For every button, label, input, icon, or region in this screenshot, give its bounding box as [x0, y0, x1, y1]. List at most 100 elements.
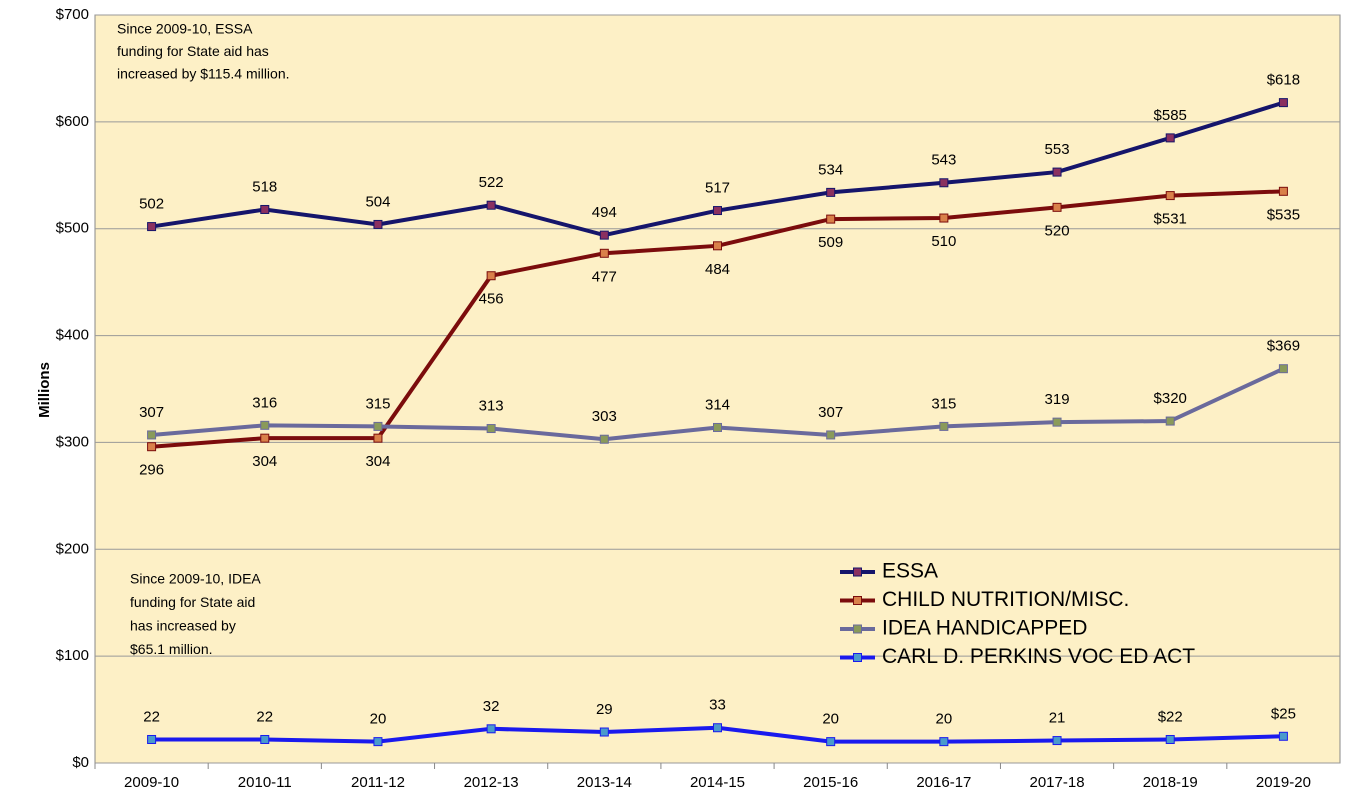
legend-marker	[853, 653, 862, 662]
marker	[373, 219, 383, 229]
data-label: 316	[252, 394, 277, 411]
marker	[713, 723, 722, 733]
data-label: 477	[592, 268, 617, 285]
legend-label: ESSA	[882, 560, 938, 583]
marker	[713, 206, 722, 216]
data-label: 315	[365, 395, 390, 412]
data-label: 520	[1045, 222, 1070, 239]
data-label: 20	[936, 711, 953, 728]
data-label: $531	[1154, 211, 1187, 228]
marker	[939, 213, 949, 223]
y-tick-label: $300	[56, 433, 89, 450]
marker	[1165, 133, 1175, 143]
data-label: 534	[818, 161, 843, 178]
marker	[1052, 202, 1062, 212]
marker	[826, 737, 836, 747]
annotation: has increased by	[130, 618, 236, 634]
x-tick-label: 2015-16	[803, 774, 858, 791]
y-tick-label: $400	[56, 327, 89, 344]
marker	[939, 421, 949, 431]
x-tick-label: 2012-13	[464, 774, 519, 791]
data-label: 543	[931, 152, 956, 169]
legend-label: CHILD NUTRITION/MISC.	[882, 588, 1129, 611]
data-label: 517	[705, 180, 730, 197]
marker	[599, 248, 609, 258]
marker	[1165, 416, 1175, 426]
marker	[1278, 98, 1288, 108]
marker	[260, 734, 270, 744]
marker	[713, 241, 722, 251]
marker	[260, 204, 270, 214]
marker	[147, 442, 157, 452]
data-label: 314	[705, 396, 730, 413]
y-tick-label: $500	[56, 220, 89, 237]
x-tick-label: 2013-14	[577, 774, 632, 791]
marker	[713, 422, 722, 432]
data-label: $25	[1271, 705, 1296, 722]
data-label: $22	[1158, 708, 1183, 725]
y-tick-label: $100	[56, 647, 89, 664]
y-axis-label: Millions	[36, 362, 53, 418]
data-label: 510	[931, 233, 956, 250]
data-label: 307	[818, 404, 843, 421]
marker	[260, 433, 270, 443]
data-label: 509	[818, 234, 843, 251]
data-label: 307	[139, 404, 164, 421]
marker	[147, 734, 157, 744]
x-tick-label: 2011-12	[351, 774, 405, 791]
annotation: increased by $115.4 million.	[117, 66, 290, 82]
marker	[939, 178, 949, 188]
x-tick-label: 2019-20	[1256, 774, 1311, 791]
legend-marker	[853, 596, 862, 605]
legend-marker	[853, 567, 862, 577]
marker	[826, 187, 836, 197]
data-label: 33	[709, 697, 726, 714]
data-label: 32	[483, 698, 500, 715]
legend-marker	[853, 624, 862, 634]
marker	[939, 737, 949, 747]
data-label: 494	[592, 204, 617, 221]
data-label: 504	[365, 193, 390, 210]
marker	[373, 433, 383, 443]
marker	[599, 434, 609, 444]
data-label: 20	[370, 711, 387, 728]
data-label: 20	[822, 711, 839, 728]
marker	[486, 271, 496, 281]
marker	[1278, 731, 1288, 741]
marker	[599, 230, 609, 240]
data-label: 304	[365, 453, 390, 470]
data-label: $585	[1154, 107, 1187, 124]
x-tick-label: 2016-17	[916, 774, 971, 791]
legend-label: IDEA HANDICAPPED	[882, 617, 1087, 640]
data-label: 502	[139, 196, 164, 213]
x-tick-label: 2014-15	[690, 774, 745, 791]
marker	[1052, 167, 1062, 177]
data-label: 22	[256, 708, 273, 725]
data-label: 518	[252, 178, 277, 195]
marker	[260, 420, 270, 430]
marker	[373, 421, 383, 431]
marker	[486, 724, 496, 734]
marker	[1278, 364, 1288, 374]
data-label: 553	[1045, 141, 1070, 158]
data-label: 296	[139, 462, 164, 479]
x-tick-label: 2018-19	[1143, 774, 1198, 791]
x-tick-label: 2009-10	[124, 774, 179, 791]
data-label: 522	[479, 174, 504, 191]
data-label: 21	[1049, 710, 1066, 727]
y-tick-label: $0	[72, 754, 89, 771]
marker	[826, 214, 836, 224]
data-label: 313	[479, 398, 504, 415]
annotation: funding for State aid	[130, 594, 255, 610]
data-label: 29	[596, 701, 613, 718]
marker	[1052, 417, 1062, 427]
annotation: funding for State aid has	[117, 43, 269, 59]
x-tick-label: 2017-18	[1030, 774, 1085, 791]
y-tick-label: $700	[56, 6, 89, 23]
data-label: 484	[705, 261, 730, 278]
y-tick-label: $600	[56, 113, 89, 130]
data-label: 22	[143, 708, 160, 725]
marker	[147, 222, 157, 232]
marker	[373, 737, 383, 747]
